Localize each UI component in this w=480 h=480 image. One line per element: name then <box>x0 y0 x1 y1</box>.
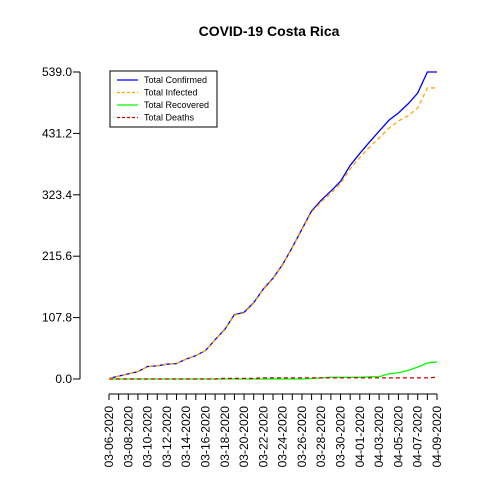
legend-label: Total Deaths <box>144 113 195 123</box>
y-tick-label: 0.0 <box>55 372 72 386</box>
y-tick-label: 107.8 <box>42 311 72 325</box>
x-tick-label: 04-03-2020 <box>372 406 386 468</box>
x-tick-label: 03-22-2020 <box>256 406 270 468</box>
x-tick-label: 03-08-2020 <box>121 406 135 468</box>
legend-label: Total Confirmed <box>144 75 207 85</box>
x-tick-label: 03-28-2020 <box>314 406 328 468</box>
x-tick-label: 04-05-2020 <box>391 406 405 468</box>
x-tick-label: 03-06-2020 <box>102 406 116 468</box>
x-tick-label: 03-26-2020 <box>295 406 309 468</box>
x-tick-label: 04-09-2020 <box>430 406 444 468</box>
x-tick-label: 03-20-2020 <box>237 406 251 468</box>
series-line-total-infected <box>108 87 437 380</box>
x-axis: 03-06-2020 03-08-2020 03-10-2020 03-12-2020… <box>102 393 444 468</box>
x-tick-label: 03-24-2020 <box>276 406 290 468</box>
chart-title: COVID-19 Costa Rica <box>199 23 340 39</box>
y-tick-label: 215.6 <box>42 249 72 263</box>
legend: Total Confirmed Total Infected Total Recov… <box>109 70 218 128</box>
x-tick-label: 03-12-2020 <box>160 406 174 468</box>
x-tick-label: 03-30-2020 <box>334 406 348 468</box>
legend-label: Total Recovered <box>144 100 209 110</box>
x-tick-label: 04-07-2020 <box>411 406 425 468</box>
series-lines <box>108 71 438 380</box>
x-tick-label: 04-01-2020 <box>353 406 367 468</box>
y-tick-label: 323.4 <box>42 188 72 202</box>
y-axis: 0.0 107.8 215.6 323.4 431.2 539.0 <box>42 65 81 386</box>
x-tick-label: 03-10-2020 <box>141 406 155 468</box>
x-tick-label: 03-14-2020 <box>179 406 193 468</box>
x-tick-label: 03-16-2020 <box>198 406 212 468</box>
series-line-total-recovered <box>109 361 438 380</box>
x-tick-label: 03-18-2020 <box>218 406 232 468</box>
y-tick-label: 431.2 <box>42 126 72 140</box>
y-tick-label: 539.0 <box>42 65 72 79</box>
series-line-total-deaths <box>109 376 438 380</box>
legend-label: Total Infected <box>144 88 198 98</box>
